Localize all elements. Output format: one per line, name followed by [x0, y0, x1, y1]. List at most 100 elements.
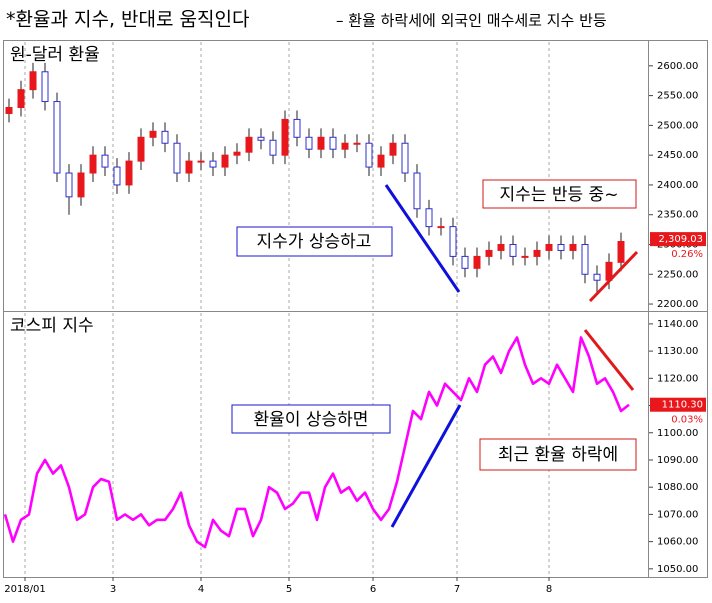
candle-body — [5, 107, 13, 114]
y-tick-label: 1090.00 — [657, 455, 698, 466]
trend-line — [588, 250, 639, 303]
candle-body — [377, 154, 385, 168]
candle-body — [413, 172, 421, 210]
candle-body — [437, 226, 445, 229]
candle-body — [89, 154, 97, 174]
candle-body — [221, 154, 229, 168]
y-tick-label: 1050.00 — [657, 564, 698, 575]
trend-line — [384, 184, 461, 293]
y-tick-label: 2250.00 — [657, 269, 698, 280]
x-tick-label: 4 — [198, 584, 204, 595]
candle-body — [233, 151, 241, 156]
candle-body — [245, 136, 253, 153]
change-label: 0.03% — [671, 415, 703, 426]
panel-title: 원-달러 환율 — [10, 45, 100, 65]
page-subtitle: – 환율 하락세에 외국인 매수세로 지수 반등 — [336, 12, 607, 30]
candle-body — [281, 118, 289, 156]
candle-body — [77, 172, 85, 198]
y-tick-label: 1070.00 — [657, 509, 698, 520]
annotation-box — [231, 404, 391, 434]
candle-body — [485, 249, 493, 257]
change-label: 0.26% — [671, 249, 703, 260]
candle-body — [41, 71, 49, 103]
candle-body — [401, 142, 409, 174]
candle-body — [617, 241, 625, 263]
annotation: 지수는 반등 중~ — [500, 185, 619, 205]
annotation-box — [482, 179, 637, 209]
candle-body — [521, 255, 529, 258]
y-tick-label: 2600.00 — [657, 61, 698, 72]
candle-body — [389, 142, 397, 156]
candle-body — [533, 249, 541, 257]
y-tick-label: 1080.00 — [657, 482, 698, 493]
candle-body — [257, 136, 265, 141]
panel-title: 코스피 지수 — [10, 316, 94, 336]
candle-body — [137, 136, 145, 162]
candle-body — [125, 160, 133, 186]
x-tick-label: 6 — [370, 584, 376, 595]
trend-line — [583, 329, 635, 391]
last-value-box — [650, 232, 706, 247]
candle-body — [161, 130, 169, 144]
x-tick-label: 7 — [454, 584, 460, 595]
candle-body — [113, 166, 121, 186]
annotation-box — [479, 438, 637, 471]
candle-body — [17, 89, 25, 109]
candle-body — [497, 243, 505, 251]
y-tick-label: 1130.00 — [657, 346, 698, 357]
frame — [3, 40, 708, 578]
candle-body — [209, 160, 217, 168]
trend-line — [390, 404, 462, 528]
y-tick-label: 2550.00 — [657, 91, 698, 102]
x-tick-label: 8 — [546, 584, 552, 595]
candle-body — [545, 243, 553, 251]
y-tick-label: 1140.00 — [657, 319, 698, 330]
last-value-box — [650, 397, 706, 412]
candle-body — [53, 101, 61, 174]
line-series — [3, 336, 630, 549]
candle-body — [197, 160, 205, 163]
y-tick-label: 2200.00 — [657, 299, 698, 310]
candle-body — [329, 136, 337, 150]
candle-body — [149, 130, 157, 138]
candle-body — [581, 243, 589, 275]
candle-body — [593, 273, 601, 281]
last-value-label: 2,309.03 — [658, 234, 703, 245]
candle-body — [569, 243, 577, 251]
y-tick-label: 1120.00 — [657, 373, 698, 384]
candle-body — [557, 243, 565, 251]
candle-body — [101, 154, 109, 168]
page-title: *환율과 지수, 반대로 움직인다 — [6, 9, 249, 31]
annotation: 최근 환율 하락에 — [498, 445, 618, 465]
annotation: 지수가 상승하고 — [257, 232, 372, 252]
candle-body — [425, 208, 433, 228]
candle-body — [269, 139, 277, 156]
y-tick-label: 1060.00 — [657, 537, 698, 548]
candle-body — [185, 160, 193, 174]
y-tick-label: 2400.00 — [657, 180, 698, 191]
y-tick-label: 1100.00 — [657, 428, 698, 439]
last-value-label: 1110.30 — [662, 400, 703, 411]
candle-body — [365, 142, 373, 168]
annotation: 환율이 상승하면 — [254, 410, 369, 430]
x-tick-label: 2018/01 — [4, 584, 46, 595]
candle-body — [509, 243, 517, 257]
y-tick-label: 2450.00 — [657, 150, 698, 161]
candle-body — [173, 142, 181, 174]
x-tick-label: 5 — [286, 584, 292, 595]
annotation-box — [236, 226, 393, 257]
y-tick-label: 2350.00 — [657, 210, 698, 221]
candle-body — [29, 71, 37, 91]
y-tick-label: 2500.00 — [657, 120, 698, 131]
candle-body — [341, 142, 349, 150]
candle-body — [317, 136, 325, 150]
candle-body — [65, 172, 73, 198]
candle-body — [353, 142, 361, 145]
candle-body — [461, 255, 469, 269]
candle-body — [293, 118, 301, 138]
x-tick-label: 3 — [110, 584, 116, 595]
candle-body — [449, 226, 457, 257]
candle-body — [473, 255, 481, 269]
